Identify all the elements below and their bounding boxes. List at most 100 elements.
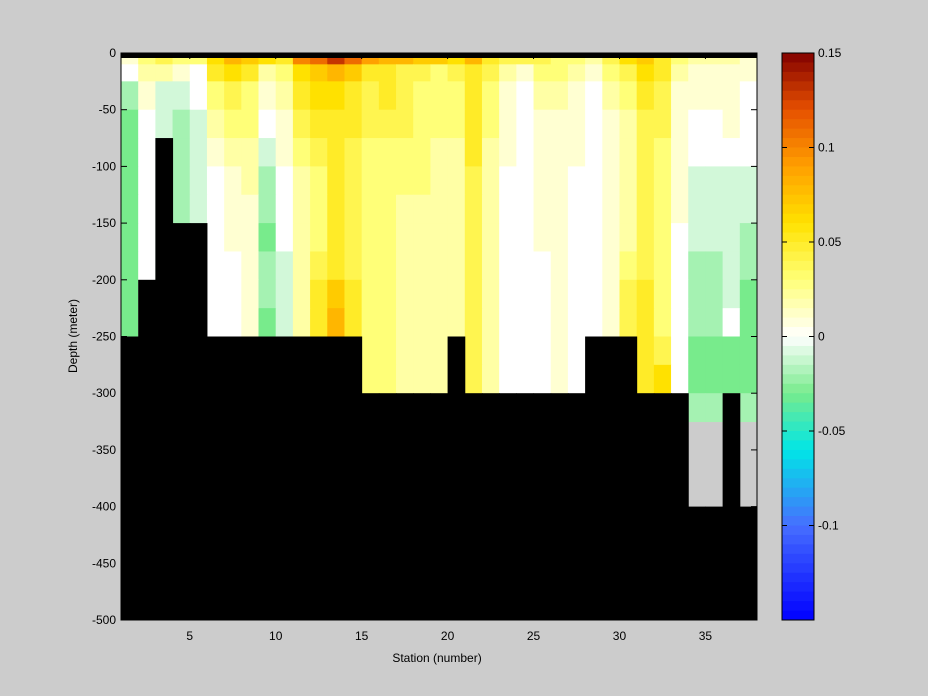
heatmap-cell [344, 64, 363, 82]
heatmap-cell [705, 393, 724, 423]
heatmap-cell [602, 109, 620, 139]
heatmap-cell [275, 138, 294, 167]
colorbar-segment [782, 53, 814, 63]
heatmap-cell [327, 194, 345, 224]
seafloor-column [155, 138, 174, 621]
heatmap-cell [499, 279, 517, 309]
seafloor-column [602, 336, 620, 620]
heatmap-cell [585, 138, 603, 167]
heatmap-cell [636, 336, 655, 366]
heatmap-cell [516, 308, 535, 337]
heatmap-cell [653, 64, 672, 82]
colorbar: 0.15 0.1 0.05 0 -0.05 -0.1 [781, 46, 846, 621]
seafloor-column [550, 393, 569, 620]
heatmap-cell [292, 194, 311, 224]
heatmap-cell [722, 53, 741, 65]
heatmap-cell [327, 138, 345, 167]
heatmap-cell [344, 279, 363, 309]
heatmap-cell [533, 81, 552, 111]
heatmap-cell [653, 251, 672, 281]
heatmap-cell [344, 251, 363, 281]
heatmap-cell [447, 308, 466, 337]
heatmap-cell [464, 64, 483, 82]
heatmap-cell [447, 53, 466, 65]
heatmap-cell [499, 138, 517, 167]
heatmap-cell [688, 251, 706, 281]
heatmap-cell [310, 279, 328, 309]
heatmap-cell [189, 64, 208, 82]
seafloor-column [275, 336, 294, 620]
heatmap-cell [413, 223, 431, 252]
heatmap-cell [550, 64, 569, 82]
heatmap-cell [378, 364, 397, 394]
heatmap-cell [206, 138, 225, 167]
heatmap-cell [396, 251, 414, 281]
heatmap-cell [653, 364, 672, 394]
heatmap-cell [121, 81, 139, 111]
surface-band [121, 53, 757, 58]
heatmap-cell [464, 81, 483, 111]
heatmap-cell [550, 109, 569, 139]
heatmap-cell [430, 53, 449, 65]
heatmap-cell [602, 223, 620, 252]
heatmap-cell [722, 194, 741, 224]
heatmap-cell [705, 308, 724, 337]
heatmap-cell [327, 308, 345, 337]
heatmap-cell [292, 81, 311, 111]
heatmap-cell [499, 308, 517, 337]
heatmap-cell [206, 53, 225, 65]
seafloor-column [344, 336, 363, 620]
colorbar-segment [782, 279, 814, 290]
heatmap-cell [361, 251, 380, 281]
heatmap-cell [499, 364, 517, 394]
heatmap-cell [430, 364, 449, 394]
heatmap-cell [396, 194, 414, 224]
heatmap-cell [481, 251, 500, 281]
heatmap-cell [258, 109, 277, 139]
heatmap-cell [671, 166, 689, 196]
x-axis: 5 10 15 20 25 30 35 [186, 53, 712, 643]
heatmap-cell [378, 64, 397, 82]
heatmap-cell [481, 81, 500, 111]
seafloor-column [653, 393, 672, 620]
heatmap-cell [481, 336, 500, 366]
heatmap-cell [516, 81, 535, 111]
heatmap-cell [447, 64, 466, 82]
heatmap-cell [121, 194, 139, 224]
heatmap-cell [481, 64, 500, 82]
heatmap-cell [413, 166, 431, 196]
heatmap-cell [292, 166, 311, 196]
heatmap-cell [567, 194, 586, 224]
heatmap-cell [653, 81, 672, 111]
heatmap-cell [499, 251, 517, 281]
heatmap-cell [447, 109, 466, 139]
heatmap-cell [464, 279, 483, 309]
heatmap-cell [705, 166, 724, 196]
heatmap-cell [378, 81, 397, 111]
seafloor-column [396, 393, 414, 620]
heatmap-cell [636, 166, 655, 196]
heatmap-cell [722, 223, 741, 252]
heatmap-cell [722, 251, 741, 281]
y-tick-label: -500 [92, 613, 116, 627]
heatmap-cell [739, 64, 758, 82]
colorbar-segment [782, 345, 814, 356]
colorbar-segment [782, 412, 814, 423]
heatmap-cell [516, 64, 535, 82]
heatmap-cell [310, 109, 328, 139]
colorbar-segment [782, 156, 814, 167]
heatmap-cell [499, 166, 517, 196]
colorbar-segment [782, 506, 814, 517]
seafloor-column [671, 393, 689, 620]
heatmap-cell [585, 308, 603, 337]
heatmap-cell [292, 223, 311, 252]
heatmap-cell [619, 64, 638, 82]
heatmap-cell [499, 336, 517, 366]
heatmap-cell [189, 53, 208, 65]
heatmap-cell [206, 109, 225, 139]
colorbar-segment [782, 516, 814, 526]
heatmap-cell [688, 53, 706, 65]
seafloor-column [533, 393, 552, 620]
heatmap-cell [189, 138, 208, 167]
